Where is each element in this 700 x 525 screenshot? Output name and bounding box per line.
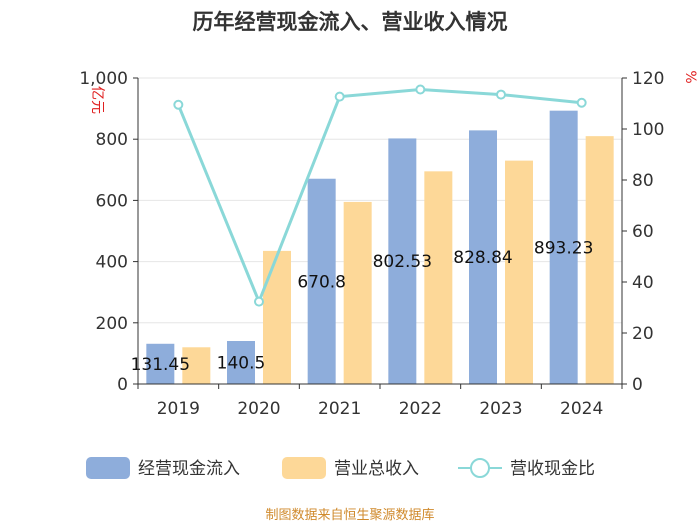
x-tick-label: 2021 [318, 399, 361, 419]
y-right-axis-label: % [682, 70, 698, 83]
revenue-bar [343, 201, 372, 384]
data-label: 893.23 [534, 238, 593, 258]
y-right-tick-label: 60 [632, 222, 654, 242]
data-label: 828.84 [453, 248, 512, 268]
cash-inflow-bar [469, 130, 497, 384]
y-right-tick-label: 40 [632, 273, 654, 293]
ratio-point [496, 89, 506, 100]
revenue-bar [424, 171, 453, 384]
ratio-point [334, 91, 345, 102]
y-left-tick-label: 200 [96, 314, 128, 334]
y-left-tick-label: 600 [96, 191, 128, 211]
bars [146, 110, 614, 384]
y-right-tick-label: 100 [632, 120, 664, 140]
y-left-axis-label: 亿元 [89, 86, 105, 114]
cash-inflow-bar [307, 178, 336, 384]
legend-label: 经营现金流入 [138, 459, 240, 479]
y-right-tick-label: 0 [632, 375, 643, 395]
y-left-tick-label: 1,000 [79, 69, 128, 89]
data-labels: 131.45 140.5 670.8 802.53 828.84 893.23 [131, 238, 594, 375]
axes: 0 200 400 600 800 1,000 0 20 40 60 80 100 120 2019 202… [79, 69, 664, 419]
legend: 经营现金流入 营业总收入 营收现金比 [86, 457, 595, 479]
legend-swatch-ratio-point [470, 458, 490, 478]
data-label: 802.53 [373, 252, 432, 272]
ratio-line-path [176, 87, 582, 306]
legend-swatch-revenue [282, 457, 326, 479]
cash-inflow-bar [388, 138, 417, 384]
x-tick-label: 2019 [157, 399, 200, 419]
x-tick-label: 2020 [237, 399, 280, 419]
y-right-tick-label: 80 [632, 171, 654, 191]
x-tick-label: 2022 [399, 399, 442, 419]
revenue-bar [585, 136, 614, 384]
y-left-tick-label: 0 [117, 375, 128, 395]
revenue-bar [182, 347, 211, 384]
ratio-point [576, 97, 587, 108]
grid-lines [138, 77, 622, 324]
ratio-point [173, 99, 184, 110]
y-left-tick-label: 800 [96, 130, 128, 150]
chart-title: 历年经营现金流入、营业收入情况 [193, 10, 508, 34]
cash-inflow-bar [549, 110, 578, 384]
cash-inflow-bar [227, 341, 255, 384]
x-tick-label: 2023 [479, 399, 522, 419]
data-label: 140.5 [217, 354, 266, 374]
revenue-bar [505, 160, 533, 384]
y-right-tick-label: 120 [632, 69, 664, 89]
y-left-tick-label: 400 [96, 253, 128, 273]
legend-swatch-cash-inflow [86, 457, 130, 479]
y-right-tick-label: 20 [632, 324, 654, 344]
footer-source: 制图数据来自恒生聚源数据库 [265, 507, 434, 523]
data-label: 131.45 [131, 355, 190, 375]
ratio-point [415, 84, 426, 95]
x-tick-label: 2024 [560, 399, 603, 419]
cash-inflow-bar [146, 343, 175, 384]
ratio-point [254, 296, 264, 307]
data-label: 670.8 [297, 272, 346, 292]
revenue-bar [263, 250, 291, 384]
legend-label: 营收现金比 [510, 459, 595, 479]
legend-label: 营业总收入 [334, 459, 419, 479]
ratio-line [173, 84, 587, 307]
